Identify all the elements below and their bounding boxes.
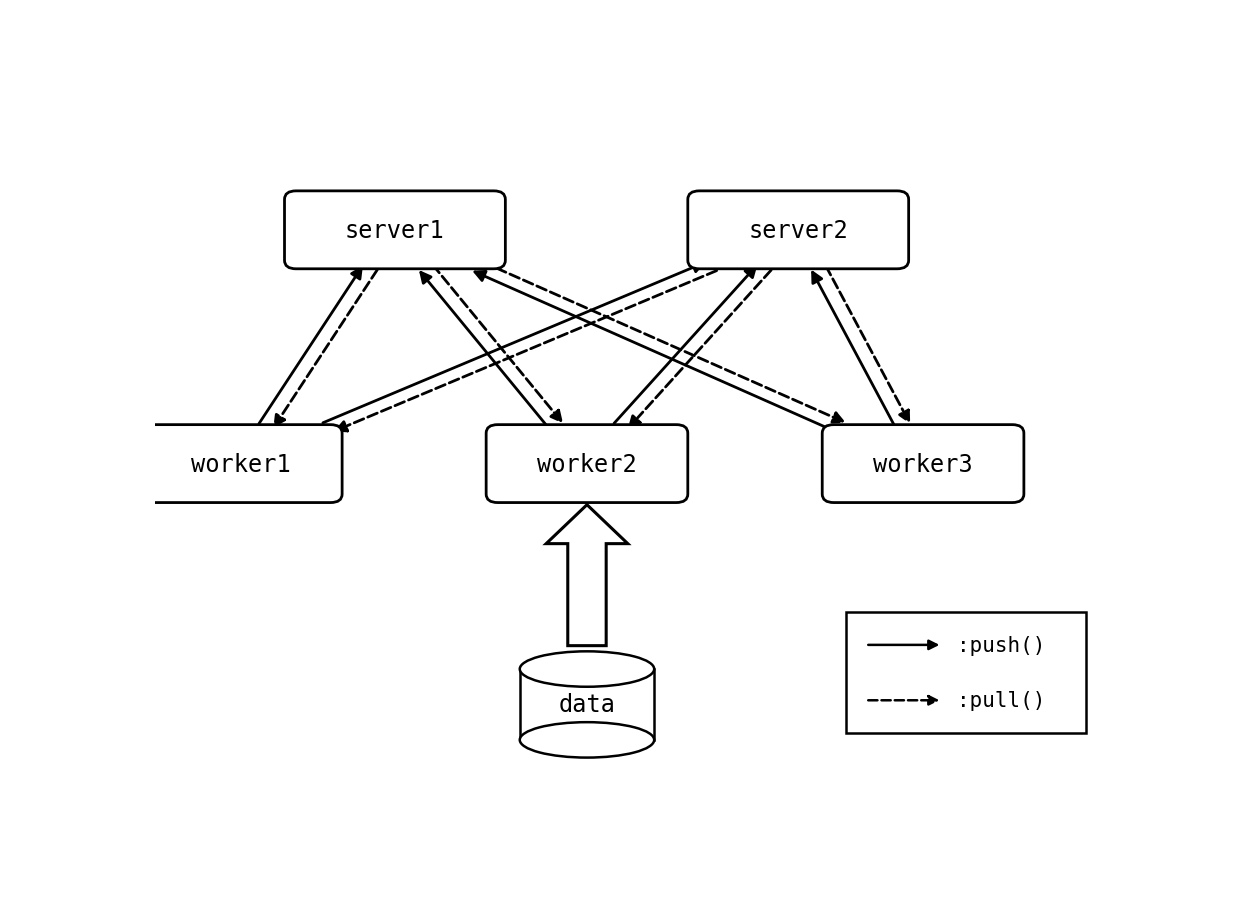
FancyBboxPatch shape (486, 425, 688, 503)
Ellipse shape (520, 652, 654, 687)
Text: worker3: worker3 (873, 452, 973, 476)
FancyArrowPatch shape (869, 641, 937, 650)
Text: :push(): :push() (957, 635, 1044, 655)
Ellipse shape (520, 722, 654, 758)
FancyArrowPatch shape (432, 266, 561, 422)
Text: server1: server1 (344, 219, 445, 243)
Bar (520, 668, 653, 671)
FancyBboxPatch shape (823, 425, 1023, 503)
Bar (520, 669, 654, 740)
FancyArrowPatch shape (826, 267, 908, 422)
FancyBboxPatch shape (688, 192, 908, 269)
Text: data: data (559, 693, 616, 717)
FancyBboxPatch shape (140, 425, 342, 503)
FancyBboxPatch shape (846, 613, 1087, 733)
Text: :pull(): :pull() (957, 690, 1044, 710)
Polygon shape (546, 505, 628, 646)
Text: server2: server2 (748, 219, 849, 243)
FancyArrowPatch shape (869, 697, 937, 705)
FancyArrowPatch shape (275, 270, 378, 426)
FancyArrowPatch shape (337, 271, 716, 432)
FancyArrowPatch shape (421, 273, 549, 429)
FancyArrowPatch shape (813, 273, 896, 428)
FancyArrowPatch shape (483, 263, 843, 423)
FancyBboxPatch shape (285, 192, 506, 269)
Text: worker2: worker2 (536, 452, 637, 476)
FancyArrowPatch shape (323, 263, 703, 424)
FancyArrowPatch shape (259, 268, 362, 425)
FancyArrowPatch shape (615, 267, 756, 424)
Text: worker1: worker1 (191, 452, 291, 476)
FancyArrowPatch shape (475, 272, 835, 432)
FancyArrowPatch shape (629, 271, 771, 427)
